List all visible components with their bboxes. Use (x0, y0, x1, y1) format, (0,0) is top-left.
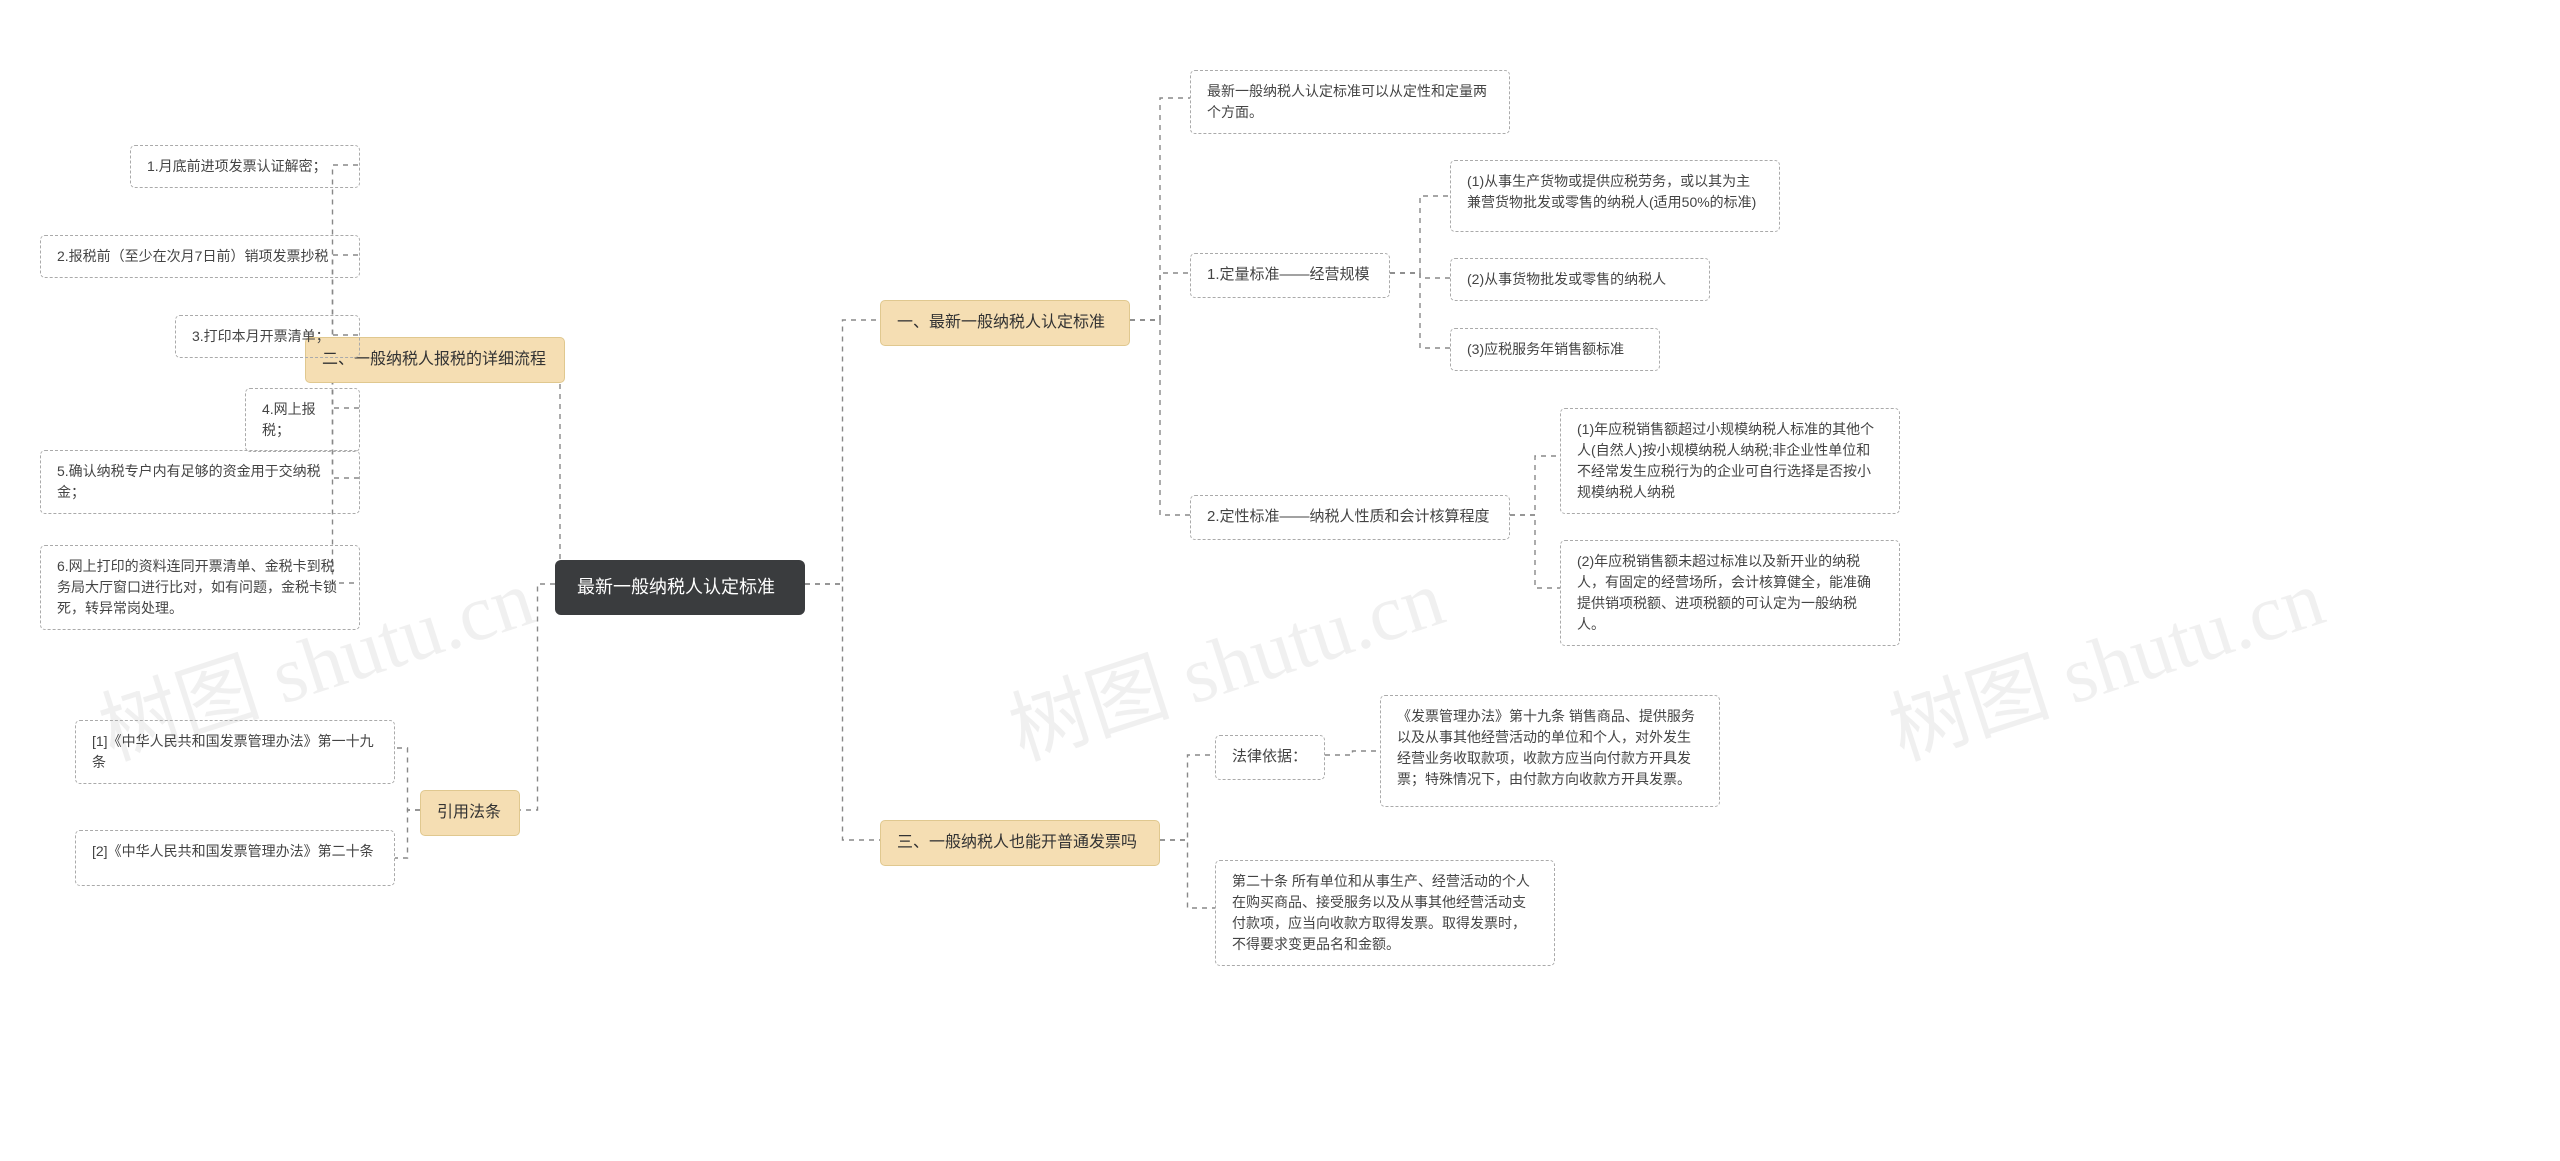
leaf-node: 第二十条 所有单位和从事生产、经营活动的个人在购买商品、接受服务以及从事其他经营… (1215, 860, 1555, 966)
leaf-node: 5.确认纳税专户内有足够的资金用于交纳税金； (40, 450, 360, 514)
leaf-node: 最新一般纳税人认定标准可以从定性和定量两个方面。 (1190, 70, 1510, 134)
branch-node: 引用法条 (420, 790, 520, 836)
root-node: 最新一般纳税人认定标准 (555, 560, 805, 615)
leaf-node: 3.打印本月开票清单； (175, 315, 360, 358)
edge-layer (0, 0, 2560, 1161)
intermediate-node: 2.定性标准——纳税人性质和会计核算程度 (1190, 495, 1510, 540)
leaf-node: 6.网上打印的资料连同开票清单、金税卡到税务局大厅窗口进行比对，如有问题，金税卡… (40, 545, 360, 630)
leaf-node: (3)应税服务年销售额标准 (1450, 328, 1660, 371)
branch-node: 一、最新一般纳税人认定标准 (880, 300, 1130, 346)
leaf-node: (2)年应税销售额未超过标准以及新开业的纳税人，有固定的经营场所，会计核算健全，… (1560, 540, 1900, 646)
watermark: 树图 shutu.cn (1873, 533, 2336, 782)
intermediate-node: 1.定量标准——经营规模 (1190, 253, 1390, 298)
leaf-node: 4.网上报税； (245, 388, 360, 452)
leaf-node: [2]《中华人民共和国发票管理办法》第二十条 (75, 830, 395, 886)
leaf-node: [1]《中华人民共和国发票管理办法》第一十九条 (75, 720, 395, 784)
branch-node: 三、一般纳税人也能开普通发票吗 (880, 820, 1160, 866)
leaf-node: (2)从事货物批发或零售的纳税人 (1450, 258, 1710, 301)
intermediate-node: 法律依据： (1215, 735, 1325, 780)
leaf-node: (1)从事生产货物或提供应税劳务，或以其为主兼营货物批发或零售的纳税人(适用50… (1450, 160, 1780, 232)
leaf-node: 2.报税前（至少在次月7日前）销项发票抄税 (40, 235, 360, 278)
leaf-node: 《发票管理办法》第十九条 销售商品、提供服务以及从事其他经营活动的单位和个人，对… (1380, 695, 1720, 807)
leaf-node: (1)年应税销售额超过小规模纳税人标准的其他个人(自然人)按小规模纳税人纳税;非… (1560, 408, 1900, 514)
mindmap-canvas: 树图 shutu.cn树图 shutu.cn树图 shutu.cn最新一般纳税人… (0, 0, 2560, 1161)
leaf-node: 1.月底前进项发票认证解密； (130, 145, 360, 188)
